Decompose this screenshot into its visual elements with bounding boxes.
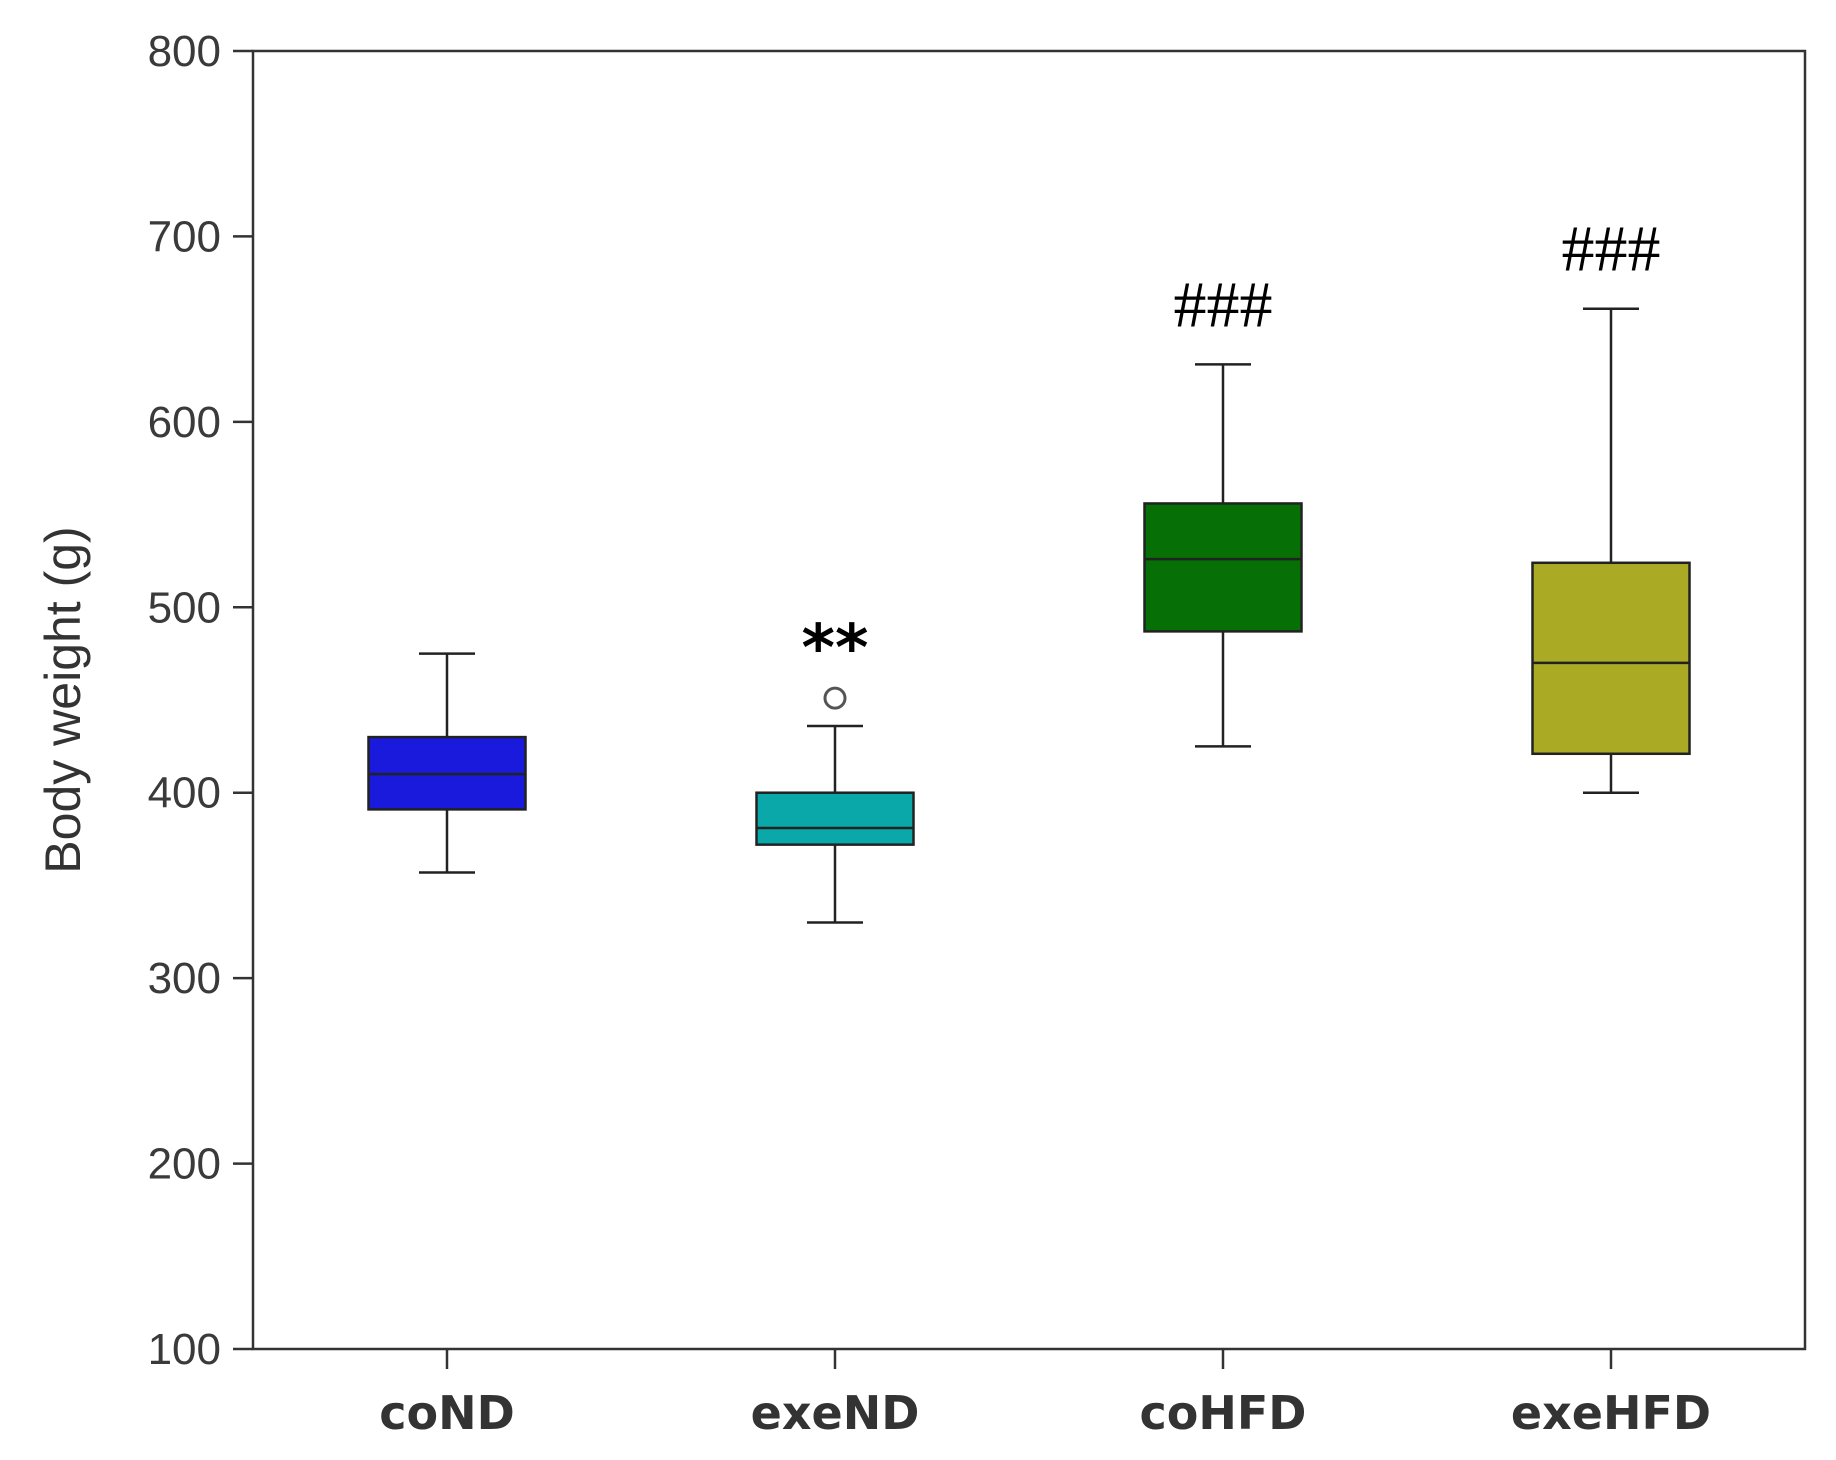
y-tick-label: 400 (148, 769, 221, 818)
y-tick-label: 100 (148, 1325, 221, 1374)
box-iqr (755, 791, 915, 846)
y-tick-label: 500 (148, 583, 221, 632)
significance-annotation: ### (1174, 268, 1273, 341)
y-axis-title: Body weight (g) (35, 526, 91, 873)
box-exeHFD: ### (1531, 213, 1691, 794)
box-coND (367, 652, 527, 874)
y-tick-label: 800 (148, 27, 221, 76)
box-iqr (1531, 561, 1691, 756)
y-tick-label: 300 (148, 954, 221, 1003)
x-axis: coND exeND coHFD exeHFD (379, 1349, 1711, 1440)
box-exeND: ** (755, 612, 915, 924)
y-tick-label: 600 (148, 398, 221, 447)
y-axis: 100 200 300 400 500 600 700 800 (148, 27, 253, 1374)
x-tick-label-coND: coND (379, 1386, 515, 1440)
plot-frame (251, 49, 1807, 1351)
box-iqr (1143, 502, 1303, 633)
x-tick-label-exeHFD: exeHFD (1511, 1386, 1711, 1440)
x-tick-label-exeND: exeND (751, 1386, 920, 1440)
y-tick-label: 200 (148, 1140, 221, 1189)
outlier-point (823, 686, 847, 710)
significance-annotation: ### (1562, 213, 1661, 286)
box-coHFD: ### (1143, 268, 1303, 748)
x-tick-label-coHFD: coHFD (1140, 1386, 1307, 1440)
significance-annotation: ** (802, 612, 869, 686)
boxes: ** ### ### (367, 213, 1691, 924)
y-tick-label: 700 (148, 212, 221, 261)
